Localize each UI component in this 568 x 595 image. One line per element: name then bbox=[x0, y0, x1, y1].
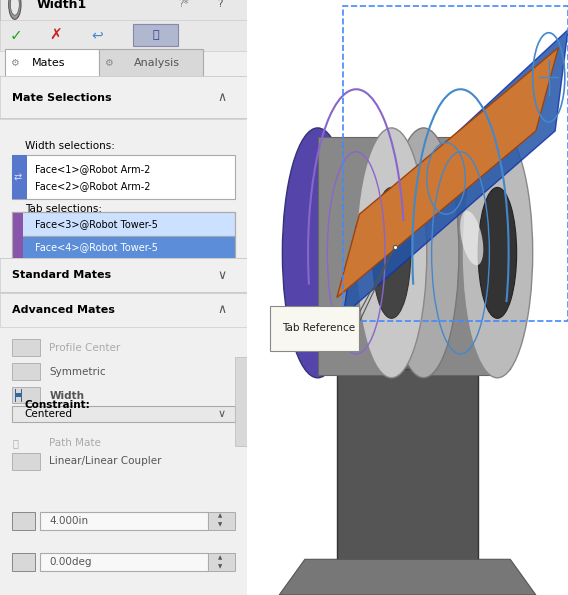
Text: Mate Selections: Mate Selections bbox=[12, 93, 112, 102]
Text: 0.00deg: 0.00deg bbox=[49, 558, 92, 567]
Text: Mates: Mates bbox=[32, 58, 66, 68]
Text: Face<3>@Robot Tower-5: Face<3>@Robot Tower-5 bbox=[35, 219, 157, 229]
Bar bbox=[12, 236, 235, 259]
Text: ▲: ▲ bbox=[218, 513, 222, 518]
Text: ?: ? bbox=[218, 0, 223, 10]
Bar bbox=[0, 292, 247, 293]
Text: ∧: ∧ bbox=[218, 303, 227, 317]
Bar bbox=[0, 20, 247, 51]
Text: 4.000in: 4.000in bbox=[49, 516, 89, 525]
Bar bbox=[207, 512, 235, 530]
Circle shape bbox=[9, 0, 21, 20]
Text: Face<2>@Robot Arm-2: Face<2>@Robot Arm-2 bbox=[35, 181, 150, 191]
Text: ✗: ✗ bbox=[49, 27, 62, 43]
Text: ⚙: ⚙ bbox=[10, 58, 19, 68]
Text: ▼: ▼ bbox=[218, 564, 222, 569]
Bar bbox=[12, 155, 235, 199]
Ellipse shape bbox=[357, 211, 381, 265]
Text: Standard Mates: Standard Mates bbox=[12, 271, 111, 280]
Text: Centered: Centered bbox=[25, 409, 73, 419]
Bar bbox=[99, 49, 203, 77]
Text: ∨: ∨ bbox=[218, 269, 227, 282]
Text: ?*: ?* bbox=[178, 0, 189, 10]
Text: ∧: ∧ bbox=[218, 91, 227, 104]
Bar bbox=[0, 76, 247, 77]
Text: Width: Width bbox=[49, 391, 85, 400]
Ellipse shape bbox=[372, 187, 411, 318]
Text: Advanced Mates: Advanced Mates bbox=[12, 305, 115, 315]
Text: Path Mate: Path Mate bbox=[49, 439, 101, 448]
Text: Tab selections:: Tab selections: bbox=[25, 205, 102, 214]
Bar bbox=[133, 24, 178, 46]
Bar bbox=[235, 357, 247, 446]
Bar bbox=[12, 212, 235, 236]
Text: ▲: ▲ bbox=[218, 555, 222, 560]
Bar bbox=[12, 155, 27, 199]
Bar bbox=[0, 118, 247, 119]
Ellipse shape bbox=[356, 128, 427, 378]
Bar bbox=[12, 363, 40, 380]
Bar bbox=[0, 293, 247, 327]
Bar bbox=[12, 339, 40, 356]
Bar bbox=[12, 406, 235, 422]
Polygon shape bbox=[279, 559, 536, 595]
Bar bbox=[12, 212, 235, 259]
Bar bbox=[15, 389, 16, 402]
Text: ⌒: ⌒ bbox=[12, 439, 18, 448]
Text: ∨: ∨ bbox=[218, 409, 225, 419]
Polygon shape bbox=[337, 48, 558, 298]
Text: Tab Reference: Tab Reference bbox=[282, 324, 356, 333]
Bar bbox=[0, 258, 247, 293]
Text: ⚙: ⚙ bbox=[104, 58, 112, 68]
Text: Analysis: Analysis bbox=[133, 58, 179, 68]
Bar bbox=[40, 512, 207, 530]
Bar bbox=[40, 553, 207, 571]
Polygon shape bbox=[305, 327, 510, 369]
Ellipse shape bbox=[460, 211, 483, 265]
Polygon shape bbox=[337, 345, 478, 595]
Bar bbox=[343, 6, 568, 321]
Ellipse shape bbox=[389, 128, 459, 378]
Bar bbox=[12, 553, 35, 571]
Text: ▼: ▼ bbox=[218, 522, 222, 527]
Text: ⇄: ⇄ bbox=[13, 172, 22, 182]
Text: Profile Center: Profile Center bbox=[49, 343, 120, 353]
Ellipse shape bbox=[462, 128, 533, 378]
Bar bbox=[21, 389, 22, 402]
Bar bbox=[12, 512, 35, 530]
Bar bbox=[207, 553, 235, 571]
Text: Constraint:: Constraint: bbox=[25, 400, 90, 409]
Ellipse shape bbox=[478, 187, 517, 318]
Text: ✓: ✓ bbox=[10, 27, 23, 43]
Polygon shape bbox=[318, 137, 391, 375]
Text: Linear/Linear Coupler: Linear/Linear Coupler bbox=[49, 456, 162, 466]
Bar bbox=[0, 0, 247, 21]
Circle shape bbox=[10, 0, 19, 15]
Bar bbox=[16, 393, 22, 397]
Bar bbox=[5, 49, 99, 77]
Polygon shape bbox=[424, 137, 498, 375]
Text: Width selections:: Width selections: bbox=[25, 141, 115, 151]
Ellipse shape bbox=[282, 128, 353, 378]
Bar bbox=[12, 212, 23, 259]
Bar bbox=[12, 453, 40, 470]
Text: 📌: 📌 bbox=[152, 30, 159, 40]
Text: Face<4>@Robot Tower-5: Face<4>@Robot Tower-5 bbox=[35, 242, 157, 252]
Polygon shape bbox=[343, 30, 568, 315]
Bar bbox=[12, 387, 40, 403]
Text: Width1: Width1 bbox=[37, 0, 87, 11]
Text: ↩: ↩ bbox=[91, 28, 103, 42]
FancyBboxPatch shape bbox=[270, 306, 360, 351]
Text: Symmetric: Symmetric bbox=[49, 367, 106, 377]
Text: Face<1>@Robot Arm-2: Face<1>@Robot Arm-2 bbox=[35, 164, 150, 174]
Bar bbox=[0, 258, 247, 259]
Bar bbox=[0, 76, 247, 119]
